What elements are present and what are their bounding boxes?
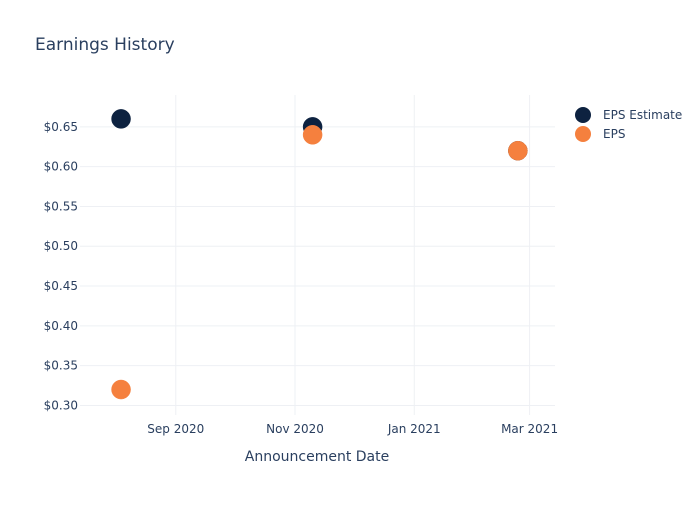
x-tick-label: Nov 2020 — [266, 422, 324, 436]
y-tick-label: $0.35 — [44, 359, 78, 373]
legend-marker — [575, 126, 591, 142]
y-tick-label: $0.65 — [44, 120, 78, 134]
chart-title: Earnings History — [35, 35, 175, 55]
legend-marker — [575, 107, 591, 123]
y-tick-label: $0.40 — [44, 319, 78, 333]
data-point[interactable] — [302, 125, 323, 145]
x-axis-tick-labels: Sep 2020 Nov 2020 Jan 2021 Mar 2021 — [147, 422, 558, 436]
series-eps — [111, 125, 528, 400]
x-tick-label: Sep 2020 — [147, 422, 204, 436]
x-tick-label: Jan 2021 — [387, 422, 441, 436]
y-tick-label: $0.30 — [44, 398, 78, 412]
grid-layer — [80, 95, 555, 415]
y-tick-label: $0.45 — [44, 279, 78, 293]
data-point[interactable] — [111, 379, 131, 400]
y-tick-label: $0.60 — [44, 160, 78, 174]
y-axis-tick-labels: $0.30 $0.35 $0.40 $0.45 $0.50 $0.55 $0.60 $0.65 — [44, 120, 78, 413]
legend-item[interactable]: EPS — [575, 126, 625, 142]
y-tick-label: $0.55 — [44, 199, 78, 213]
legend-label: EPS — [603, 127, 625, 141]
x-tick-label: Mar 2021 — [501, 422, 558, 436]
y-tick-label: $0.50 — [44, 239, 78, 253]
x-axis-title: Announcement Date — [245, 449, 389, 465]
legend[interactable]: EPS Estimate EPS — [575, 107, 682, 142]
data-point[interactable] — [508, 140, 528, 161]
legend-label: EPS Estimate — [603, 108, 682, 122]
legend-item[interactable]: EPS Estimate — [575, 107, 682, 123]
data-points — [111, 109, 528, 400]
data-point[interactable] — [111, 109, 131, 129]
